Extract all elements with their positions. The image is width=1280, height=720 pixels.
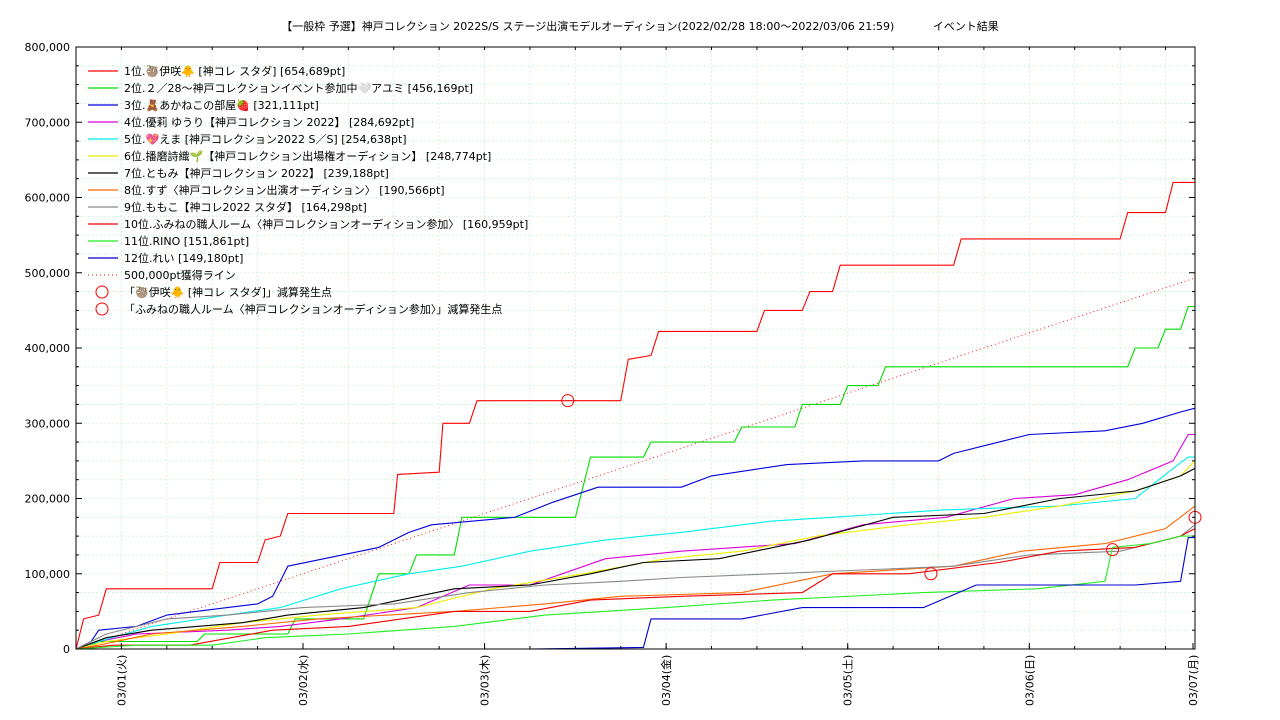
penalty-marker-2 [924,567,938,581]
y-tick-label: 200,000 [25,493,71,506]
y-tick-label: 400,000 [25,342,71,355]
penalty-marker-1 [561,394,575,408]
target-line-500000 [75,277,1196,650]
series-line-8 [75,505,1196,650]
grid-layer [76,47,1195,649]
series-line-7 [75,467,1196,650]
series-line-4 [75,433,1195,650]
legend-label: 5位.💖えま [神戸コレクション2022 S／S] [254,638pt] [124,132,407,146]
legend-label: 7位.ともみ【神戸コレクション 2022】 [239,188pt] [124,166,389,180]
chart-title: 【一般枠 予選】神戸コレクション 2022S/S ステージ出演モデルオーディショ… [281,20,999,33]
legend-label: 「🦥伊咲🐥 [神コレ スタダ]」減算発生点 [124,285,332,299]
legend-label: 6位.播磨詩織🌱【神戸コレクション出場権オーディション】 [248,774pt] [124,149,491,163]
penalty-marker-layer [561,394,1202,581]
legend-label: 2位.２／28〜神戸コレクションイベント参加中🤍アユミ [456,169pt] [124,81,473,95]
legend-label: 9位.ももこ【神コレ2022 スタダ】 [164,298pt] [124,200,367,214]
series-line-6 [75,460,1196,650]
legend-label: 8位.すず〈神戸コレクション出演オーディション〉 [190,566pt] [124,183,445,197]
series-line-11 [75,535,1195,650]
axis-layer: 0 100,000 200,000 300,000 400,000 500,000 600,… [25,41,1201,706]
legend-swatch-circle [95,285,109,299]
series-line-2 [75,306,1195,650]
y-tick-label: 500,000 [25,267,71,280]
y-tick-label: 100,000 [25,568,71,581]
legend: 1位.🦥伊咲🐥 [神コレ スタダ] [654,689pt] 2位.２／28〜神戸コ… [88,64,528,316]
legend-label: 11位.RINO [151,861pt] [124,234,249,248]
legend-label: 10位.ふみねの職人ルーム〈神戸コレクションオーディション参加〉 [160,95… [124,217,528,231]
x-tick-label: 03/03(木) [479,655,492,706]
y-tick-label: 800,000 [25,41,71,54]
penalty-marker-2 [1106,543,1120,557]
y-tick-label: 300,000 [25,417,71,430]
legend-swatch-circle [95,302,109,316]
series-line-1 [75,156,1196,650]
x-tick-label: 03/06(日) [1023,655,1036,706]
legend-label: 4位.優莉 ゆうり【神戸コレクション 2022】 [284,692pt] [124,115,414,129]
legend-label: 1位.🦥伊咲🐥 [神コレ スタダ] [654,689pt] [124,64,345,78]
series-line-9 [75,524,1196,650]
x-tick-label: 03/07(月) [1187,655,1200,706]
legend-label: 500,000pt獲得ライン [124,269,236,282]
x-tick-label: 03/02(水) [297,655,310,706]
legend-label: 3位.🧸あかねこの部屋🍓 [321,111pt] [124,98,319,112]
x-tick-label: 03/01(火) [115,655,128,706]
x-tick-label: 03/05(土) [842,655,855,706]
series-line-5 [75,456,1195,650]
legend-label: 「ふみねの職人ルーム〈神戸コレクションオーディション参加〉」減算発生点 [124,302,502,316]
series-line-10 [75,528,1196,650]
legend-label: 12位.れい [149,180pt] [124,251,243,265]
y-tick-label: 700,000 [25,116,71,129]
x-tick-label: 03/04(金) [659,655,673,706]
y-tick-label: 0 [63,643,70,656]
y-tick-label: 600,000 [25,192,71,205]
series-line-3 [75,407,1196,650]
